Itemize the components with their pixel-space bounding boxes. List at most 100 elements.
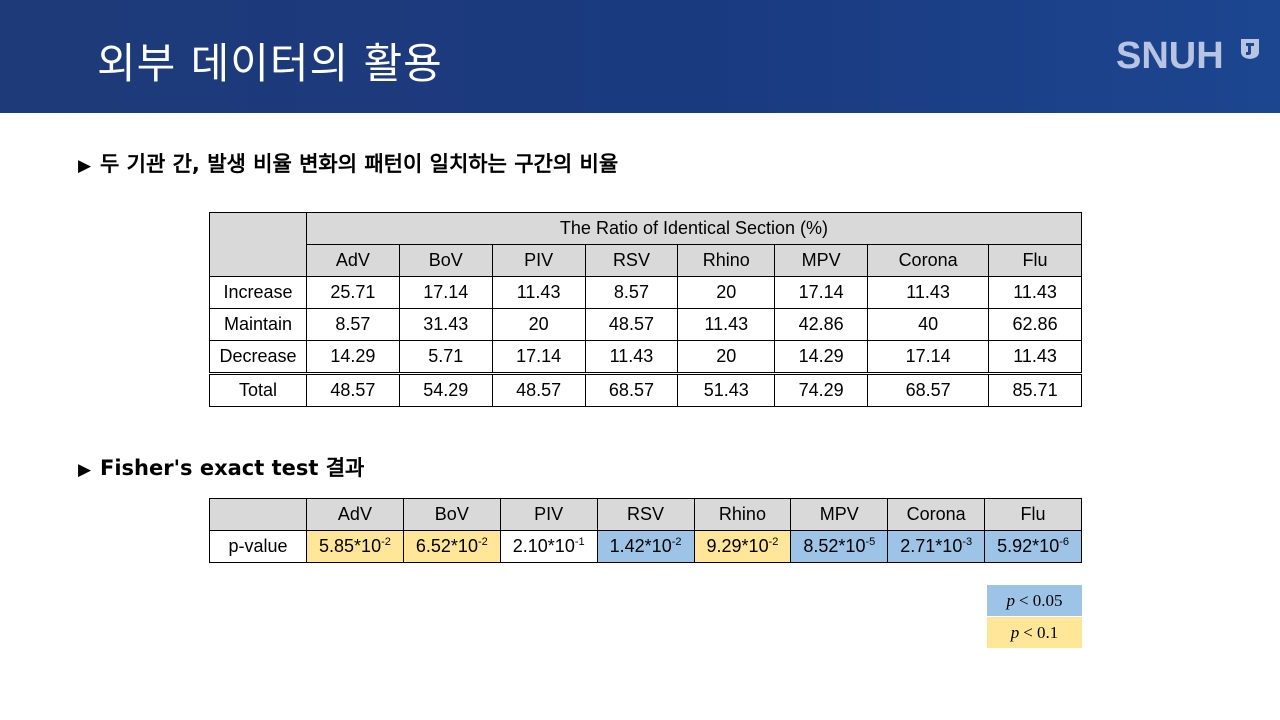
p-value-base: 2.71*10 [900, 536, 963, 556]
p-value-exponent: -3 [962, 536, 973, 548]
table-cell: 20 [677, 276, 776, 309]
table-cell: 17.14 [774, 276, 869, 309]
table-cell: 54.29 [398, 372, 493, 407]
p-value-base: 9.29*10 [706, 536, 769, 556]
table-cell: 85.71 [988, 372, 1082, 407]
table-cell: 51.43 [677, 372, 776, 407]
snuh-logo: SNUH [1116, 35, 1224, 77]
p-value-base: 6.52*10 [415, 536, 478, 556]
page-title: 외부 데이터의 활용 [97, 39, 443, 88]
table-cell: 48.57 [584, 308, 679, 341]
table-cell: 5.71 [398, 340, 493, 374]
column-header: Flu [988, 244, 1082, 277]
column-header: AdV [306, 244, 400, 277]
p-value-cell: 6.52*10-2 [402, 530, 501, 563]
p-value-exponent: -6 [1059, 536, 1069, 548]
table-cell: 11.43 [584, 340, 679, 374]
p-value-cell: 5.85*10-2 [306, 530, 404, 563]
column-header: BoV [398, 244, 493, 277]
table-cell: 14.29 [774, 340, 869, 374]
group-header: The Ratio of Identical Section (%) [306, 212, 1082, 245]
table-row: Maintain 8.57 31.43 20 48.57 11.43 42.86 40 62.8… [209, 308, 1082, 341]
legend-symbol: p [1010, 622, 1020, 642]
p-value-cell: 1.42*10-2 [596, 530, 695, 563]
column-header: Rhino [677, 244, 776, 277]
triangle-bullet-icon: ▶ [78, 460, 92, 480]
table-cell: 42.86 [774, 308, 869, 341]
column-header: Rhino [693, 498, 792, 531]
table-cell: 17.14 [867, 340, 990, 374]
p-value-exponent: -2 [381, 536, 391, 548]
fisher-test-table: AdV BoV PIV RSV Rhino MPV Corona Flu p-value 5.… [209, 498, 1082, 563]
row-label: Total [209, 372, 307, 407]
table-cell: 11.43 [491, 276, 586, 309]
legend-p-01: p < 0.1 [987, 617, 1082, 648]
legend-p-005: p < 0.05 [987, 585, 1082, 616]
snuh-emblem-icon [1241, 39, 1259, 59]
column-header: PIV [499, 498, 598, 531]
table-cell: 20 [677, 340, 776, 374]
table-cell: 62.86 [988, 308, 1082, 341]
table-cell: 17.14 [491, 340, 586, 374]
row-label: Decrease [209, 340, 307, 374]
column-header: Corona [867, 244, 990, 277]
p-value-base: 2.10*10 [512, 536, 575, 556]
section-identical-ratio-title: ▶ 두 기관 간, 발생 비율 변화의 패턴이 일치하는 구간의 비율 [78, 150, 618, 180]
legend-text: < 0.1 [1023, 622, 1059, 642]
p-value-cell: 8.52*10-5 [790, 530, 889, 563]
table-cell: 14.29 [306, 340, 400, 374]
table-cell: 48.57 [491, 372, 586, 407]
section-title-text: 두 기관 간, 발생 비율 변화의 패턴이 일치하는 구간의 비율 [100, 152, 619, 176]
p-value-exponent: -2 [477, 536, 488, 548]
p-value-exponent: -2 [768, 536, 779, 548]
column-header: Flu [984, 498, 1082, 531]
column-header: MPV [790, 498, 889, 531]
p-value-cell: 2.71*10-3 [887, 530, 986, 563]
column-header: RSV [596, 498, 695, 531]
table-cell: 25.71 [306, 276, 400, 309]
table-cell: 74.29 [774, 372, 869, 407]
table-cell: 8.57 [584, 276, 679, 309]
corner-cell [209, 498, 307, 531]
p-value-base: 8.52*10 [803, 536, 866, 556]
p-value-base: 5.92*10 [997, 536, 1060, 556]
table-row: Decrease 14.29 5.71 17.14 11.43 20 14.29 17.14 1… [209, 340, 1082, 374]
corner-cell [209, 212, 307, 277]
column-header: Corona [887, 498, 986, 531]
column-header: BoV [402, 498, 501, 531]
section-title-text: Fisher's exact test 결과 [100, 456, 365, 480]
header-bar: 외부 데이터의 활용 SNUH [0, 0, 1280, 113]
p-value-base: 1.42*10 [609, 536, 672, 556]
row-label: p-value [209, 530, 307, 563]
legend-symbol: p [1006, 590, 1015, 610]
table-row: Total 48.57 54.29 48.57 68.57 51.43 74.29 68.57… [209, 372, 1082, 407]
column-header: MPV [774, 244, 869, 277]
p-value-cell: 5.92*10-6 [984, 530, 1082, 563]
table-cell: 31.43 [398, 308, 493, 341]
table-row: Increase 25.71 17.14 11.43 8.57 20 17.14 11.43 1… [209, 276, 1082, 309]
table-cell: 11.43 [677, 308, 776, 341]
table-cell: 11.43 [988, 276, 1082, 309]
p-value-exponent: -2 [671, 536, 682, 548]
p-value-cell: 2.10*10-1 [499, 530, 598, 563]
table-cell: 17.14 [398, 276, 493, 309]
table-cell: 11.43 [988, 340, 1082, 374]
column-header: PIV [491, 244, 586, 277]
p-value-base: 5.85*10 [319, 536, 382, 556]
column-header: AdV [306, 498, 404, 531]
row-label: Increase [209, 276, 307, 309]
p-value-cell: 9.29*10-2 [693, 530, 792, 563]
identical-section-table: The Ratio of Identical Section (%) AdV Bo… [209, 212, 1082, 407]
table-cell: 48.57 [306, 372, 400, 407]
p-value-exponent: -5 [865, 536, 876, 548]
table-cell: 40 [867, 308, 990, 341]
row-label: Maintain [209, 308, 307, 341]
section-fisher-title: ▶ Fisher's exact test 결과 [78, 454, 364, 484]
table-cell: 20 [491, 308, 586, 341]
legend-text: < 0.05 [1018, 590, 1063, 610]
triangle-bullet-icon: ▶ [78, 156, 92, 176]
table-cell: 11.43 [867, 276, 990, 309]
table-cell: 68.57 [867, 372, 990, 407]
table-cell: 68.57 [584, 372, 679, 407]
table-cell: 8.57 [306, 308, 400, 341]
